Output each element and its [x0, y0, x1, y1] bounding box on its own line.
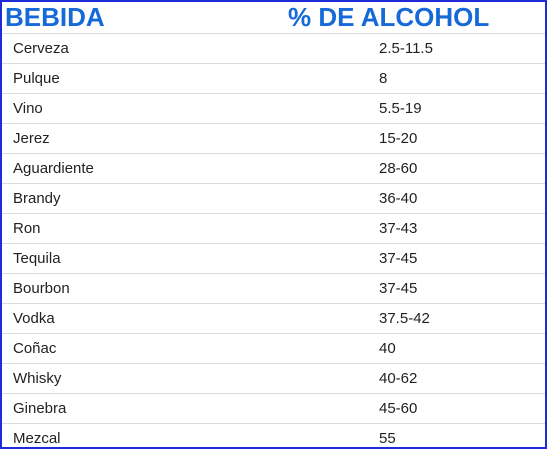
- alcohol-percent-cell: 5.5-19: [379, 100, 422, 117]
- alcohol-percent-cell: 28-60: [379, 160, 418, 177]
- alcohol-percent-cell: 40: [379, 340, 396, 357]
- alcohol-percent-cell: 45-60: [379, 400, 418, 417]
- alcohol-percent-cell: 37-45: [379, 280, 418, 297]
- beverage-cell: Bourbon: [13, 280, 70, 297]
- beverage-cell: Whisky: [13, 370, 62, 387]
- beverage-cell: Brandy: [13, 190, 61, 207]
- table-row: Tequila 37-45: [2, 243, 545, 273]
- beverage-cell: Ginebra: [13, 400, 67, 417]
- alcohol-percent-cell: 40-62: [379, 370, 418, 387]
- table-body: Cerveza 2.5-11.5 Pulque 8 Vino 5.5-19 Jerez 15-…: [2, 33, 545, 447]
- table-row: Aguardiente 28-60: [2, 153, 545, 183]
- table-row: Ron 37-43: [2, 213, 545, 243]
- table-row: Cerveza 2.5-11.5: [2, 33, 545, 63]
- table-row: Whisky 40-62: [2, 363, 545, 393]
- table-row: Brandy 36-40: [2, 183, 545, 213]
- table-row: Mezcal 55: [2, 423, 545, 447]
- table-row: Coñac 40: [2, 333, 545, 363]
- table-row: Pulque 8: [2, 63, 545, 93]
- alcohol-percent-cell: 55: [379, 430, 396, 447]
- table-row: Vodka 37.5-42: [2, 303, 545, 333]
- header-bebida: BEBIDA: [5, 2, 105, 32]
- beverage-cell: Tequila: [13, 250, 61, 267]
- header-alcohol-percent: % DE ALCOHOL: [288, 2, 490, 32]
- beverage-cell: Aguardiente: [13, 160, 94, 177]
- beverage-cell: Pulque: [13, 70, 60, 87]
- table-header: BEBIDA % DE ALCOHOL: [2, 2, 545, 33]
- table-row: Ginebra 45-60: [2, 393, 545, 423]
- table-row: Vino 5.5-19: [2, 93, 545, 123]
- beverage-cell: Coñac: [13, 340, 57, 357]
- alcohol-percent-cell: 37-45: [379, 250, 418, 267]
- alcohol-percent-cell: 2.5-11.5: [379, 40, 433, 57]
- beverage-cell: Jerez: [13, 130, 50, 147]
- beverage-cell: Cerveza: [13, 40, 69, 57]
- table-row: Jerez 15-20: [2, 123, 545, 153]
- alcohol-percent-cell: 15-20: [379, 130, 418, 147]
- alcohol-percent-cell: 37-43: [379, 220, 418, 237]
- beverage-cell: Mezcal: [13, 430, 61, 447]
- beverage-cell: Vodka: [13, 310, 55, 327]
- beverage-cell: Vino: [13, 100, 43, 117]
- alcohol-percent-cell: 36-40: [379, 190, 418, 207]
- table-row: Bourbon 37-45: [2, 273, 545, 303]
- beverage-cell: Ron: [13, 220, 41, 237]
- alcohol-percent-cell: 8: [379, 70, 388, 87]
- alcohol-percent-cell: 37.5-42: [379, 310, 430, 327]
